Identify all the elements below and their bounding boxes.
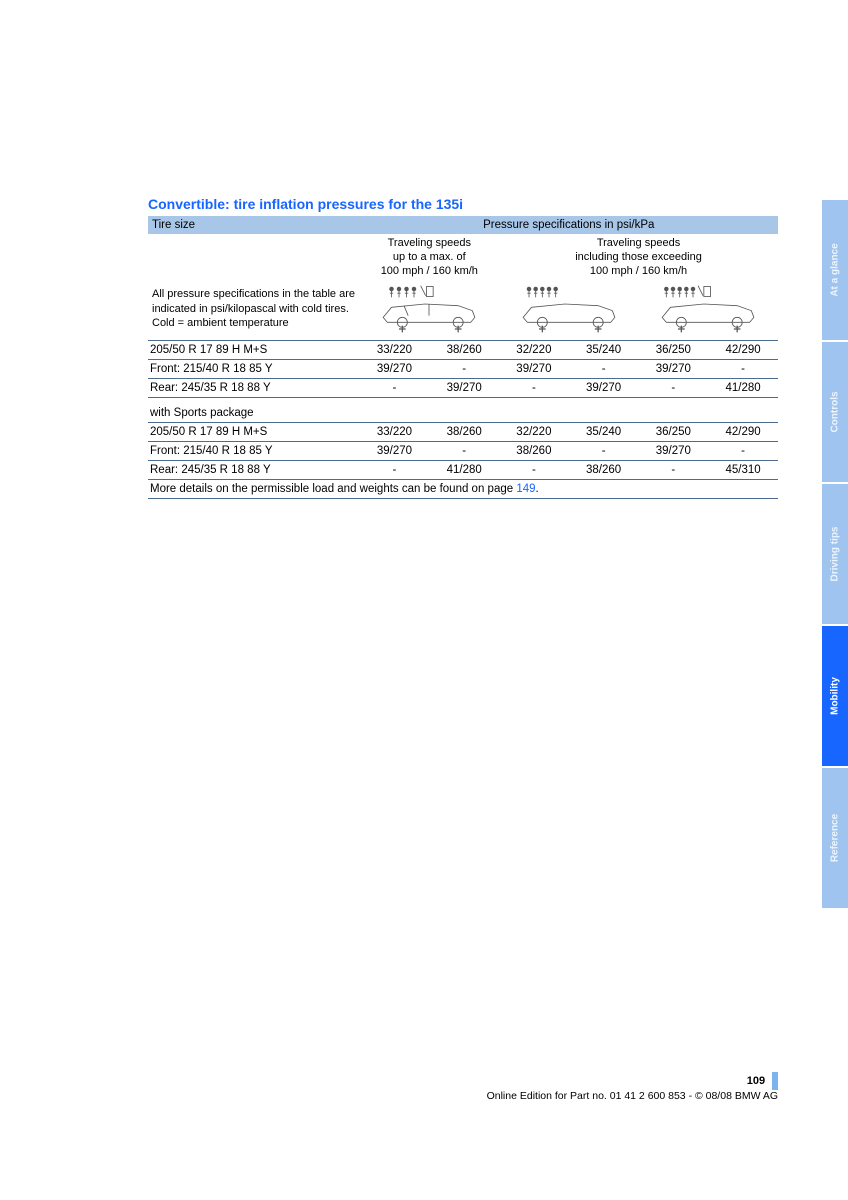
table-row: 205/50 R 17 89 H M+S 33/220 38/260 32/22… — [148, 341, 778, 360]
table-row: 205/50 R 17 89 H M+S 33/220 38/260 32/22… — [148, 423, 778, 442]
page-link[interactable]: 149 — [516, 483, 535, 495]
car-icon-full-2 — [638, 281, 778, 341]
footnote-row: More details on the permissible load and… — [148, 480, 778, 499]
speed-low: Traveling speeds up to a max. of 100 mph… — [360, 234, 499, 281]
table-row: Front: 215/40 R 18 85 Y 39/270 - 38/260 … — [148, 442, 778, 461]
tab-driving-tips[interactable]: Driving tips — [822, 484, 848, 624]
table-header-row: Tire size Pressure specifications in psi… — [148, 216, 778, 234]
table-row: Rear: 245/35 R 18 88 Y - 41/280 - 38/260… — [148, 461, 778, 480]
main-content: Convertible: tire inflation pressures fo… — [148, 196, 778, 499]
car-icon-partial — [360, 281, 499, 341]
tab-reference[interactable]: Reference — [822, 768, 848, 908]
tire-pressure-table: Tire size Pressure specifications in psi… — [148, 216, 778, 499]
tab-at-a-glance[interactable]: At a glance — [822, 200, 848, 340]
pressure-note: All pressure specifications in the table… — [148, 281, 360, 341]
icon-row: All pressure specifications in the table… — [148, 281, 778, 341]
tab-mobility[interactable]: Mobility — [822, 626, 848, 766]
car-icon-full-1 — [499, 281, 638, 341]
tab-controls[interactable]: Controls — [822, 342, 848, 482]
page-footer: 109 Online Edition for Part no. 01 41 2 … — [148, 1072, 778, 1102]
header-tire-size: Tire size — [148, 216, 360, 234]
footnote-text: More details on the permissible load and… — [150, 483, 516, 495]
side-tabs: At a glance Controls Driving tips Mobili… — [822, 200, 848, 910]
speed-group-row: Traveling speeds up to a max. of 100 mph… — [148, 234, 778, 281]
table-row: Front: 215/40 R 18 85 Y 39/270 - 39/270 … — [148, 360, 778, 379]
header-pressure-spec: Pressure specifications in psi/kPa — [360, 216, 778, 234]
footer-text: Online Edition for Part no. 01 41 2 600 … — [148, 1090, 778, 1102]
footer-bar-icon — [772, 1072, 778, 1090]
section-title: Convertible: tire inflation pressures fo… — [148, 196, 778, 212]
section2-heading-row: with Sports package — [148, 404, 778, 423]
table-row: Rear: 245/35 R 18 88 Y - 39/270 - 39/270… — [148, 379, 778, 398]
page-number: 109 — [747, 1075, 765, 1087]
speed-high: Traveling speeds including those exceedi… — [499, 234, 778, 281]
